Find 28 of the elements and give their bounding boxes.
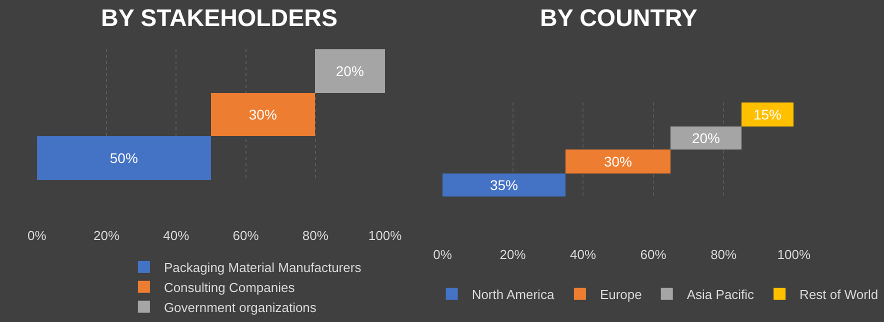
data-label: 15% [753,106,782,122]
x-tick-label: 0% [28,228,47,244]
legend-label: Consulting Companies [164,280,296,295]
data-label: 30% [604,153,632,170]
x-tick-label: 0% [433,246,452,262]
x-tick-label: 80% [302,228,329,244]
data-label: 35% [490,176,518,193]
legend-label: Europe [600,286,642,302]
x-tick-label: 100% [368,228,402,244]
data-label: 20% [336,63,364,80]
data-label: 50% [110,150,138,166]
x-tick-label: 80% [710,246,738,262]
legend-label: Packaging Material Manufacturers [164,260,362,276]
x-tick-label: 40% [570,246,596,262]
x-tick-label: 20% [94,228,120,244]
x-tick-label: 40% [163,228,190,244]
chart-title: BY COUNTRY [540,5,698,32]
chart-title: BY STAKEHOLDERS [101,5,338,32]
data-label: 20% [692,130,720,146]
data-label: 30% [248,106,277,123]
x-tick-label: 20% [500,246,526,262]
x-tick-label: 60% [640,246,667,262]
legend-label: Asia Pacific [686,286,755,302]
legend-label: Rest of World [800,286,878,302]
legend-label: North America [472,286,555,302]
x-tick-label: 100% [777,246,811,262]
x-tick-label: 60% [232,228,260,244]
legend-label: Government organizations [164,300,317,315]
